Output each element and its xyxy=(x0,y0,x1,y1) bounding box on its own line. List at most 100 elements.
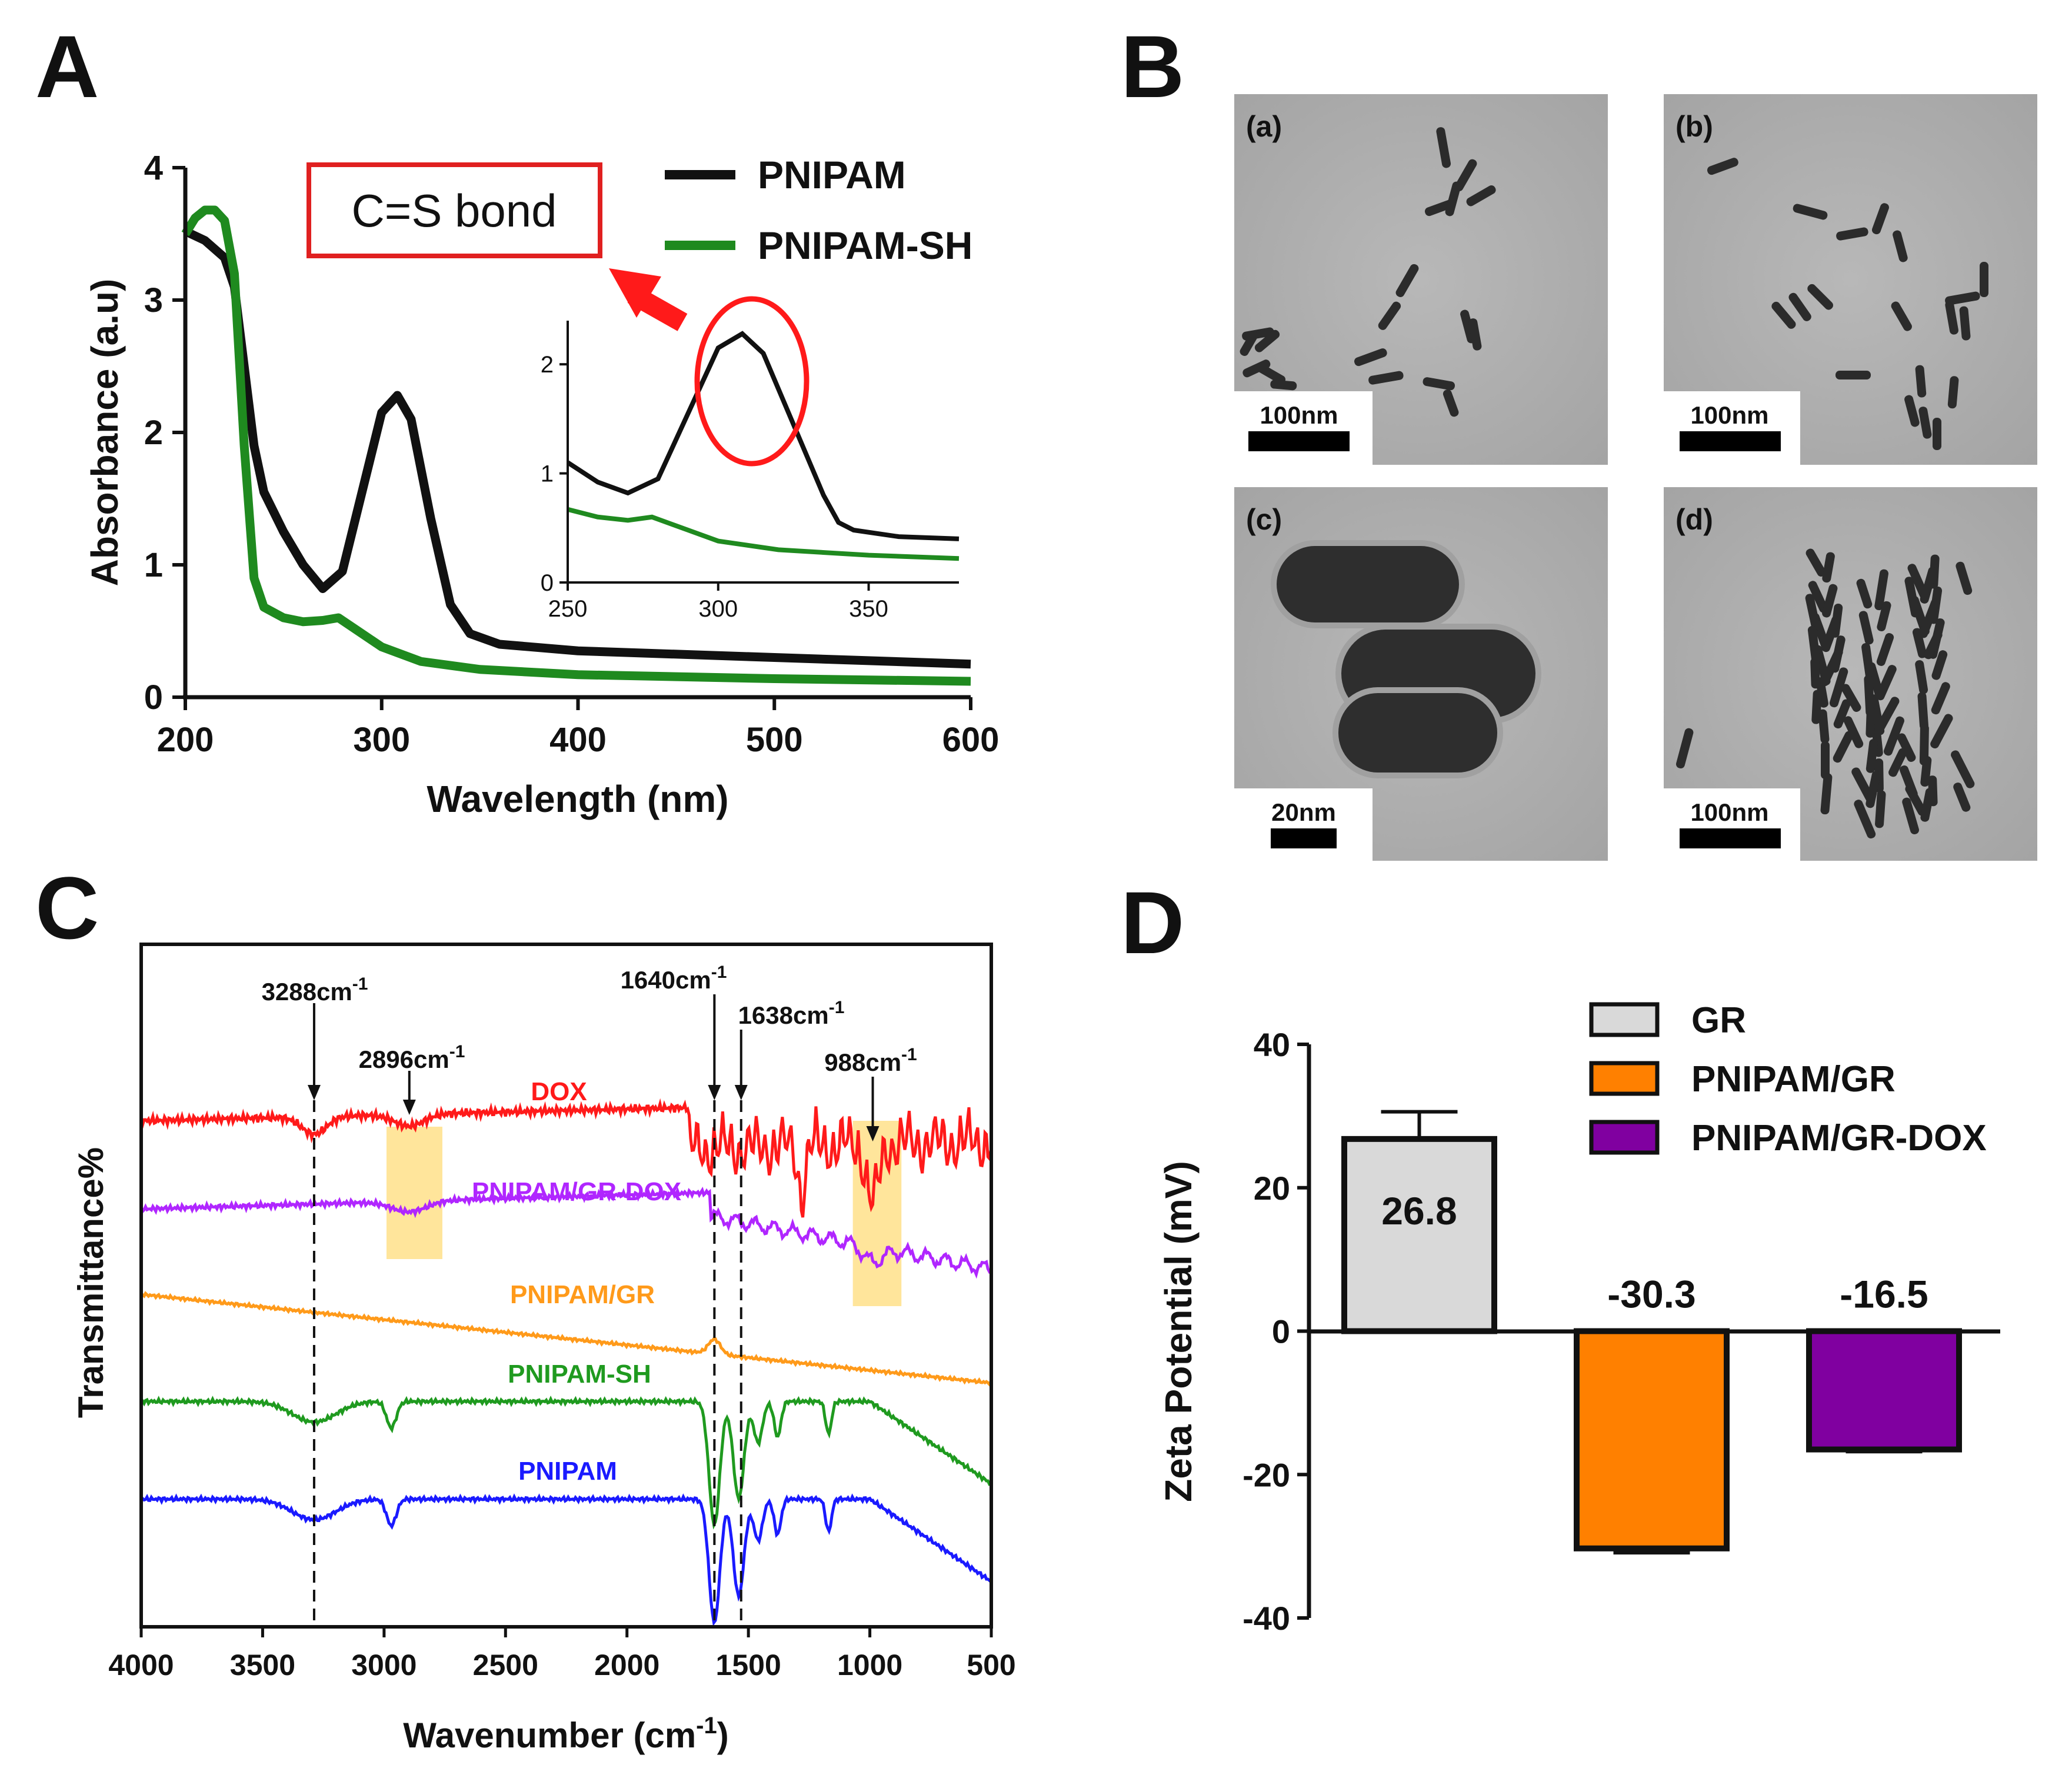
tem-scale-a: 100nm xyxy=(1260,401,1338,429)
nanorod xyxy=(1454,159,1477,191)
inset-x-tick-label: 350 xyxy=(849,596,888,622)
uv-vis-x-tick-label: 200 xyxy=(157,721,214,759)
nanorod xyxy=(1820,773,1833,815)
nanorod xyxy=(1378,301,1401,330)
nanorod xyxy=(1951,750,1975,788)
ftir-peak-label: 3288cm-1 xyxy=(262,974,368,1005)
nanorod xyxy=(1821,615,1841,652)
nanorod xyxy=(1953,783,1971,812)
nanorod xyxy=(1871,203,1889,235)
nanorod xyxy=(1947,376,1959,409)
ftir-x-tick-label: 3000 xyxy=(351,1649,417,1682)
nanorod xyxy=(1808,581,1828,613)
ftir-series-label: PNIPAM xyxy=(518,1457,617,1486)
nanorod xyxy=(1242,359,1271,378)
panel-label-b: B xyxy=(1121,17,1184,116)
nanorod xyxy=(1675,728,1694,769)
nanorod xyxy=(1833,731,1854,763)
zeta-y-tick-label: 0 xyxy=(1272,1313,1290,1350)
legend-label-pnipam: PNIPAM xyxy=(758,153,906,197)
ftir-series-pnipam-sh xyxy=(141,1396,992,1530)
tem-image-c: 20nm (c) xyxy=(1234,487,1608,861)
uv-vis-y-label: Absorbance (a.u) xyxy=(84,279,126,587)
uv-vis-y-tick-label: 2 xyxy=(144,414,163,452)
zeta-legend-swatch xyxy=(1589,1120,1660,1155)
ftir-x-tick-label: 2500 xyxy=(473,1649,538,1682)
nanorod xyxy=(1443,389,1459,417)
ftir-x-label: Wavenumber (cm-1) xyxy=(403,1713,728,1755)
nanorod xyxy=(1891,301,1912,331)
nanorod xyxy=(1918,407,1932,439)
nanorod xyxy=(1368,371,1404,385)
panel-label-d: D xyxy=(1121,873,1184,972)
uv-vis-y-tick-label: 0 xyxy=(144,678,163,717)
nanorod xyxy=(1876,633,1894,666)
inset-series-pnipam-sh xyxy=(567,507,960,561)
nanorod xyxy=(1920,788,1934,822)
nanorod xyxy=(1864,675,1875,717)
nanorod xyxy=(1836,371,1871,379)
nanorod xyxy=(1915,660,1928,694)
uv-vis-y-tick-label: 3 xyxy=(144,281,163,319)
nanorod xyxy=(1861,642,1875,681)
ftir-y-label: Transmittance% xyxy=(71,1147,111,1418)
ftir-series-label: PNIPAM/GR-DOX xyxy=(472,1177,681,1206)
uv-vis-y-tick-label: 1 xyxy=(144,546,163,584)
zeta-value-label: -16.5 xyxy=(1840,1273,1928,1316)
nanorod xyxy=(1956,561,1973,595)
nanorod xyxy=(1931,682,1950,715)
nanorod xyxy=(1807,284,1833,310)
nanorod xyxy=(1920,756,1932,787)
nanorod xyxy=(1924,630,1943,660)
nanorod xyxy=(1805,594,1821,631)
ftir-x-tick-label: 2000 xyxy=(594,1649,659,1682)
nanorod xyxy=(1959,306,1971,341)
ftir-peak-label: 2896cm-1 xyxy=(359,1042,465,1073)
nanorod xyxy=(1858,611,1874,645)
nanorod xyxy=(1945,301,1958,335)
nanorod xyxy=(1919,724,1929,765)
nanorod xyxy=(1240,331,1258,356)
nanorod xyxy=(1436,127,1451,168)
ftir-x-tick-label: 3500 xyxy=(230,1649,295,1682)
nanorod xyxy=(1920,567,1937,604)
tem-scale-b: 100nm xyxy=(1690,401,1768,429)
ftir-peak-arrowhead xyxy=(866,1126,880,1141)
nanorod xyxy=(1866,738,1878,773)
inset-y-tick-label: 0 xyxy=(541,570,554,596)
nanorod xyxy=(1821,741,1830,779)
uv-vis-x-tick-label: 400 xyxy=(549,721,607,759)
zeta-bar-pnipam-gr xyxy=(1574,1328,1730,1551)
zeta-bar-gr xyxy=(1341,1136,1497,1334)
ftir-x-tick-label: 1500 xyxy=(716,1649,781,1682)
ftir-peak-label: 988cm-1 xyxy=(824,1045,917,1076)
uv-vis-inset: 250 300 350 0 1 2 xyxy=(541,296,960,622)
nanorod xyxy=(1912,628,1927,658)
nanorod xyxy=(1918,598,1940,638)
ftir-peak-arrowhead xyxy=(708,1085,721,1100)
ftir-series-dox xyxy=(139,1098,992,1218)
nanorod xyxy=(1893,230,1908,262)
nanorod xyxy=(1423,377,1455,391)
nanorod xyxy=(1874,697,1900,734)
zeta-legend-label: PNIPAM/GR xyxy=(1691,1059,1896,1100)
uv-vis-x-tick-label: 300 xyxy=(353,721,410,759)
uv-vis-chart: 200 300 400 500 600 0 1 2 3 4 Wavelength (nm) Abs… xyxy=(84,149,999,820)
nanorod xyxy=(1866,771,1881,808)
tem-scale-d: 100nm xyxy=(1690,798,1768,826)
ftir-x-tick-label: 500 xyxy=(967,1649,1015,1682)
inset-x-tick-label: 250 xyxy=(548,596,588,622)
nanorod xyxy=(1810,658,1820,689)
ftir-series-pnipam-gr xyxy=(140,1291,992,1387)
zeta-y-tick-label: -40 xyxy=(1242,1600,1290,1637)
legend-label-pnipam-sh: PNIPAM-SH xyxy=(758,224,972,267)
zeta-legend-swatch xyxy=(1589,1061,1660,1096)
nanorod xyxy=(1822,584,1838,618)
nanorod xyxy=(1270,379,1297,391)
nanorod xyxy=(1874,569,1888,611)
nanorod xyxy=(1811,690,1822,724)
nanorod xyxy=(1904,577,1920,618)
ftir-series-label: PNIPAM-SH xyxy=(508,1360,651,1389)
nanorod xyxy=(1354,348,1387,367)
nanorod xyxy=(1930,714,1953,749)
